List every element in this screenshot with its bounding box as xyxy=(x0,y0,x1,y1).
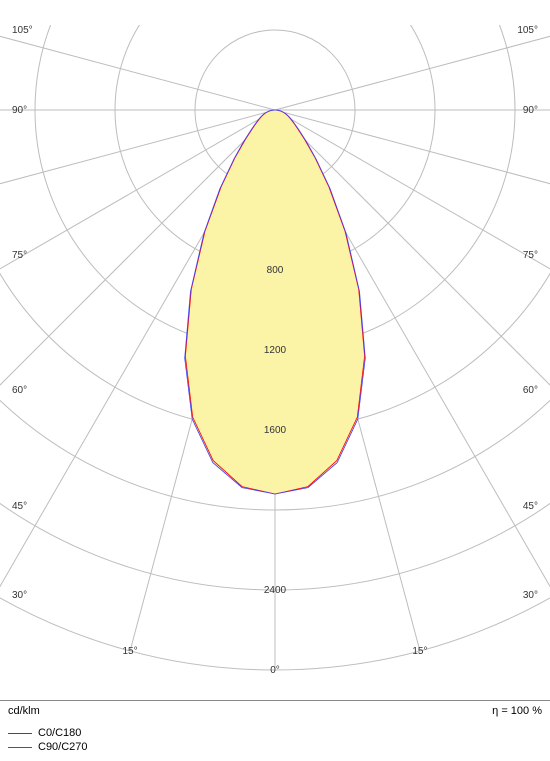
radial-tick-label: 1200 xyxy=(264,345,287,356)
angle-tick-label: 90° xyxy=(523,105,538,116)
polar-chart: 800 1200 1600 2400 0° 15° 15° 30° 30° 45° 45° 60° 60… xyxy=(0,0,550,700)
legend-label: C0/C180 xyxy=(38,727,81,739)
angle-tick-label: 30° xyxy=(12,590,27,601)
legend: C0/C180 C90/C270 xyxy=(0,719,550,761)
radial-tick-label: 800 xyxy=(267,265,284,276)
legend-item: C90/C270 xyxy=(8,741,550,753)
angle-tick-label: 105° xyxy=(517,25,538,36)
legend-item: C0/C180 xyxy=(8,727,550,739)
radial-tick-label: 2400 xyxy=(264,585,287,596)
angle-tick-label: 45° xyxy=(12,501,27,512)
angle-tick-label: 75° xyxy=(523,250,538,261)
angle-tick-label: 60° xyxy=(12,385,27,396)
chart-footer: cd/klm η = 100 % xyxy=(0,700,550,719)
angle-tick-label: 75° xyxy=(12,250,27,261)
radial-tick-label: 1600 xyxy=(264,425,287,436)
angle-tick-label: 0° xyxy=(270,665,280,676)
legend-swatch-c90 xyxy=(8,747,32,748)
legend-swatch-c0 xyxy=(8,733,32,734)
angle-tick-label: 30° xyxy=(523,590,538,601)
angle-tick-label: 90° xyxy=(12,105,27,116)
units-label: cd/klm xyxy=(8,705,40,717)
angle-tick-label: 45° xyxy=(523,501,538,512)
legend-label: C90/C270 xyxy=(38,741,88,753)
angle-tick-label: 105° xyxy=(12,25,33,36)
angle-tick-label: 15° xyxy=(122,646,137,657)
angle-tick-label: 60° xyxy=(523,385,538,396)
angle-tick-label: 15° xyxy=(412,646,427,657)
efficiency-label: η = 100 % xyxy=(492,705,542,717)
